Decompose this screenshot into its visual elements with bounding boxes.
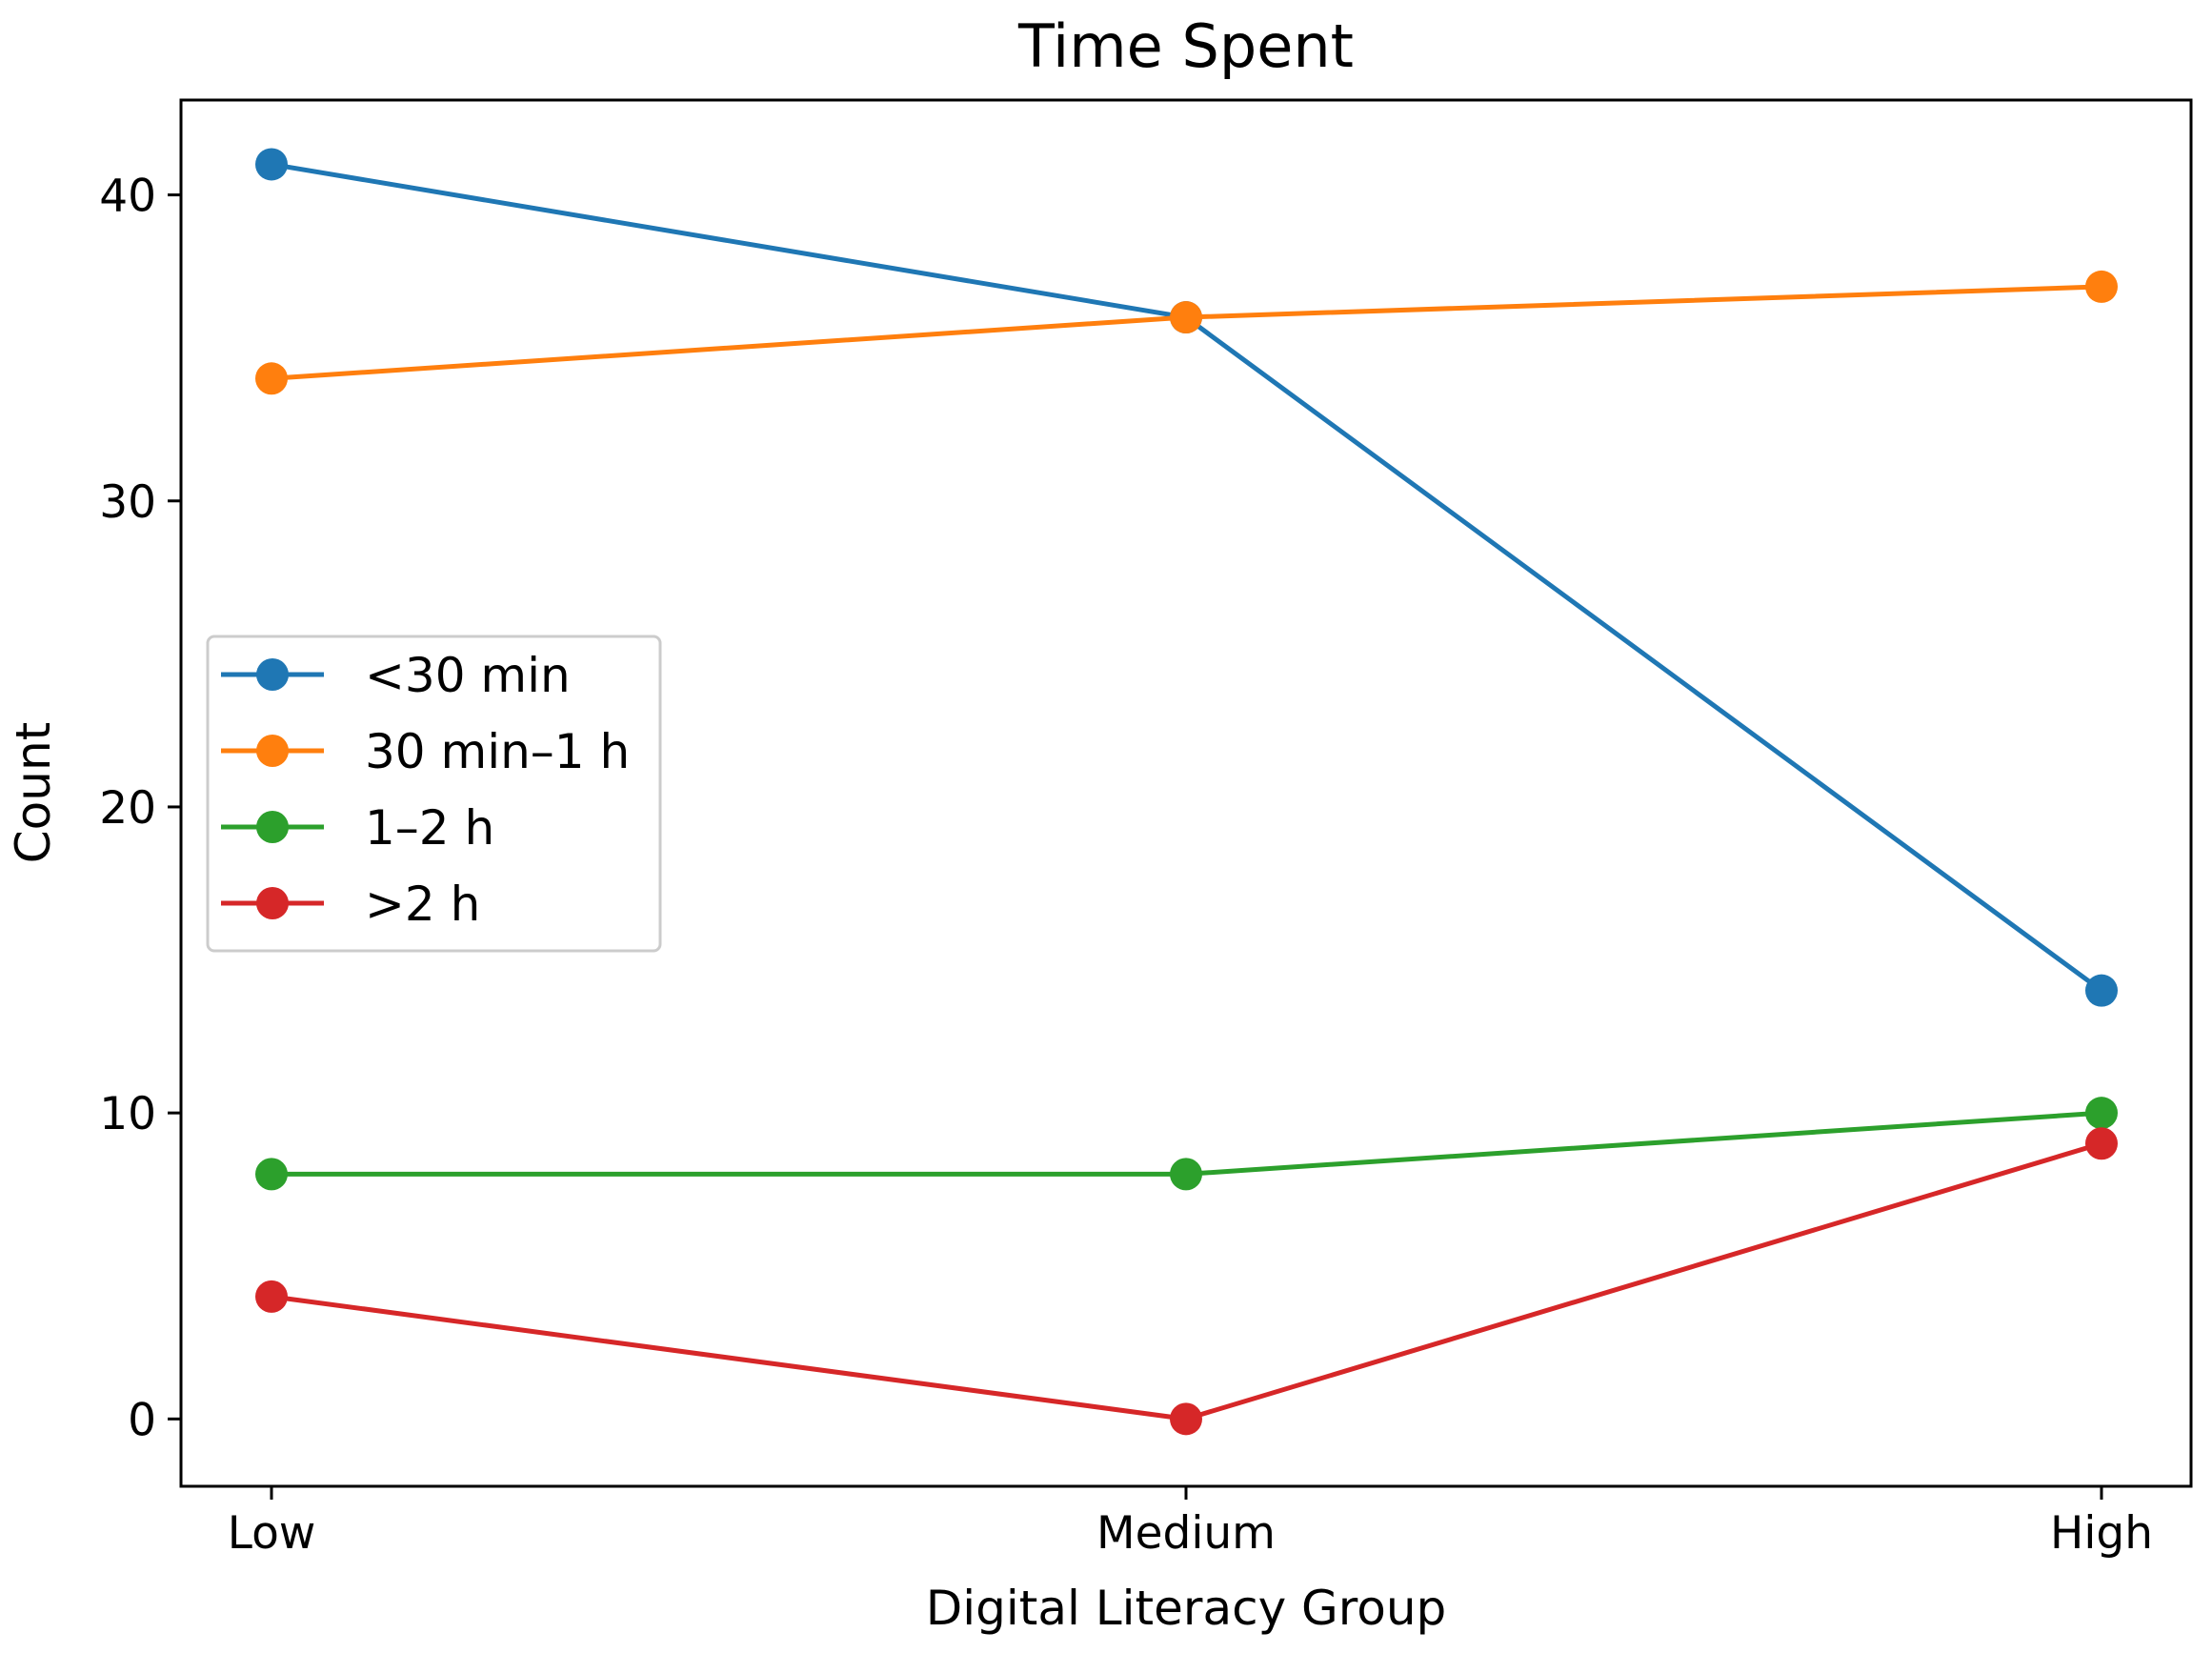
y-tick-label: 10 [99,1088,156,1140]
data-point [2085,1127,2118,1160]
data-point [1170,1402,1202,1436]
data-point [1170,301,1202,334]
legend-label: >2 h [365,877,480,932]
legend-item: 1–2 h [221,800,494,856]
data-point [255,362,288,395]
series-layer [255,148,2118,1436]
x-tick-label: Low [228,1507,316,1560]
y-axis: 0 10 20 30 40 [99,171,181,1446]
x-tick-label: Medium [1096,1507,1276,1560]
legend-marker [256,658,289,691]
y-tick-label: 30 [99,476,156,529]
data-point [2085,270,2118,303]
series-1 [255,270,2118,395]
legend-item: 30 min–1 h [221,724,630,779]
legend-marker [256,811,289,843]
legend-marker [256,735,289,767]
legend-label: <30 min [365,648,571,703]
data-point [255,148,288,181]
y-tick-label: 40 [99,171,156,223]
legend-box [206,635,662,953]
legend-marker [256,887,289,919]
series-3 [255,1127,2118,1436]
y-tick-label: 0 [128,1394,156,1446]
data-point [2085,974,2118,1007]
data-point [255,1158,288,1191]
legend: <30 min 30 min–1 h 1–2 h >2 h [206,635,662,953]
y-tick-label: 20 [99,782,156,835]
data-point [255,1280,288,1313]
chart-title: Time Spent [1017,11,1354,81]
x-axis-label: Digital Literacy Group [926,1581,1447,1636]
y-axis-label: Count [6,722,61,864]
data-point [1170,1158,1202,1191]
legend-item: >2 h [221,877,480,932]
legend-label: 30 min–1 h [365,724,630,779]
series-2 [255,1097,2118,1191]
legend-label: 1–2 h [365,800,494,856]
data-point [2085,1097,2118,1130]
legend-item: <30 min [221,648,571,703]
x-tick-label: High [2050,1507,2153,1560]
x-axis: Low Medium High [228,1486,2153,1560]
